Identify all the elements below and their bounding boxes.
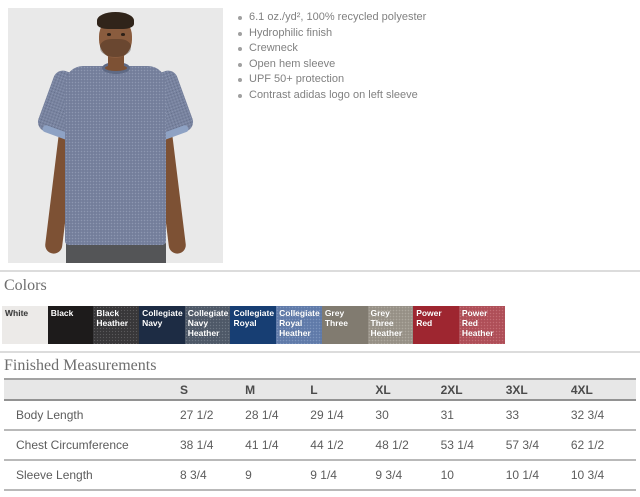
- size-header-cell: S: [180, 378, 246, 401]
- size-header-empty-cell: [4, 378, 180, 401]
- color-swatch-grey-three-heather[interactable]: Grey Three Heather: [368, 306, 414, 344]
- color-swatch-grey-three[interactable]: Grey Three: [321, 306, 368, 344]
- measurement-value: 30: [375, 408, 389, 422]
- color-swatch-collegiate-navy-heather[interactable]: Collegiate Navy Heather: [185, 306, 231, 344]
- measurement-value: 62 1/2: [570, 438, 605, 452]
- feature-list: 6.1 oz./yd², 100% recycled polyester Hydr…: [236, 10, 426, 103]
- feature-item: UPF 50+ protection: [236, 72, 426, 88]
- model-left-eye: [107, 33, 111, 36]
- measurement-value: 53 1/4: [440, 438, 474, 452]
- color-swatch-power-red-heather[interactable]: Power Red Heather: [459, 306, 505, 344]
- product-photo: [8, 8, 223, 263]
- size-header-cell: 3XL: [505, 378, 571, 401]
- measurement-value: 9: [245, 468, 252, 482]
- size-header-cell: L: [310, 378, 376, 401]
- size-header-cell: M: [245, 378, 311, 401]
- color-swatch-white[interactable]: White: [2, 306, 48, 344]
- measurement-value: 10 3/4: [570, 468, 605, 482]
- color-swatch-black-heather[interactable]: Black Heather: [93, 306, 139, 344]
- measurement-value: 48 1/2: [375, 438, 409, 452]
- color-swatch-black[interactable]: Black: [47, 306, 94, 344]
- tshirt-torso: [65, 66, 166, 245]
- measurements-section-title: Finished Measurements: [4, 357, 157, 374]
- row-label: Body Length: [16, 408, 84, 422]
- size-header-cell: 4XL: [570, 378, 636, 401]
- table-row: Chest Circumference 38 1/4 41 1/4 44 1/2 48 …: [4, 430, 636, 460]
- color-swatch-collegiate-royal-heather[interactable]: Collegiate Royal Heather: [276, 306, 322, 344]
- size-header-cell: XL: [375, 378, 441, 401]
- measurement-value: 33: [505, 408, 520, 422]
- measurements-table: S M L XL 2XL 3XL 4XL Body Length 27 1/2 28 1/4 29…: [4, 378, 636, 491]
- table-row: Sleeve Length 8 3/4 9 9 1/4 9 3/4 10 10 1/4 10 …: [4, 460, 636, 490]
- measurement-value: 28 1/4: [245, 408, 279, 422]
- measurements-table-body: Body Length 27 1/2 28 1/4 29 1/4 30 31 33 32 3/…: [4, 400, 636, 490]
- feature-item: Open hem sleeve: [236, 57, 426, 73]
- measurement-value: 31: [440, 408, 454, 422]
- measurement-value: 57 3/4: [505, 438, 540, 452]
- size-header-cell: 2XL: [440, 378, 506, 401]
- divider-middle: [0, 351, 640, 353]
- model-pants: [66, 241, 166, 263]
- measurement-value: 41 1/4: [245, 438, 279, 452]
- measurement-value: 9 1/4: [310, 468, 337, 482]
- feature-item: Hydrophilic finish: [236, 26, 426, 42]
- color-swatch-collegiate-royal[interactable]: Collegiate Royal: [230, 306, 277, 344]
- row-label: Chest Circumference: [16, 438, 129, 452]
- color-swatch-collegiate-navy[interactable]: Collegiate Navy: [139, 306, 185, 344]
- measurement-value: 27 1/2: [180, 408, 214, 422]
- model-beard: [100, 39, 131, 57]
- row-label: Sleeve Length: [16, 468, 93, 482]
- model-right-eye: [121, 33, 125, 36]
- color-swatch-row: White Black Black Heather Collegiate Navy Co…: [2, 306, 505, 344]
- measurement-value: 32 3/4: [570, 408, 605, 422]
- table-row: Body Length 27 1/2 28 1/4 29 1/4 30 31 33 32 3/…: [4, 400, 636, 430]
- measurement-value: 10 1/4: [505, 468, 540, 482]
- model-hair: [97, 12, 134, 29]
- color-swatch-power-red[interactable]: Power Red: [413, 306, 459, 344]
- measurement-value: 38 1/4: [180, 438, 214, 452]
- colors-section-title: Colors: [4, 277, 47, 294]
- measurement-value: 44 1/2: [310, 438, 344, 452]
- measurement-value: 10: [440, 468, 454, 482]
- size-header-row: S M L XL 2XL 3XL 4XL: [4, 378, 636, 401]
- measurement-value: 29 1/4: [310, 408, 344, 422]
- divider-top: [0, 270, 640, 272]
- feature-item: Crewneck: [236, 41, 426, 57]
- feature-item: 6.1 oz./yd², 100% recycled polyester: [236, 10, 426, 26]
- measurement-value: 8 3/4: [180, 468, 207, 482]
- measurement-value: 9 3/4: [375, 468, 403, 482]
- feature-item: Contrast adidas logo on left sleeve: [236, 88, 426, 104]
